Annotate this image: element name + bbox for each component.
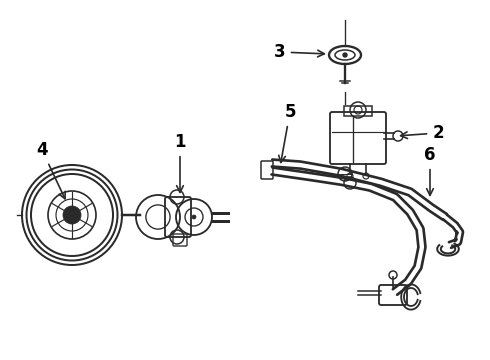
Circle shape bbox=[192, 215, 196, 219]
Text: 3: 3 bbox=[274, 43, 324, 61]
Circle shape bbox=[343, 53, 347, 57]
Text: 1: 1 bbox=[174, 133, 186, 192]
Text: 5: 5 bbox=[279, 103, 296, 162]
Text: 4: 4 bbox=[36, 141, 65, 199]
Bar bbox=[344, 106, 372, 116]
Text: 6: 6 bbox=[424, 146, 436, 195]
Text: 2: 2 bbox=[401, 124, 444, 142]
Circle shape bbox=[63, 206, 81, 224]
